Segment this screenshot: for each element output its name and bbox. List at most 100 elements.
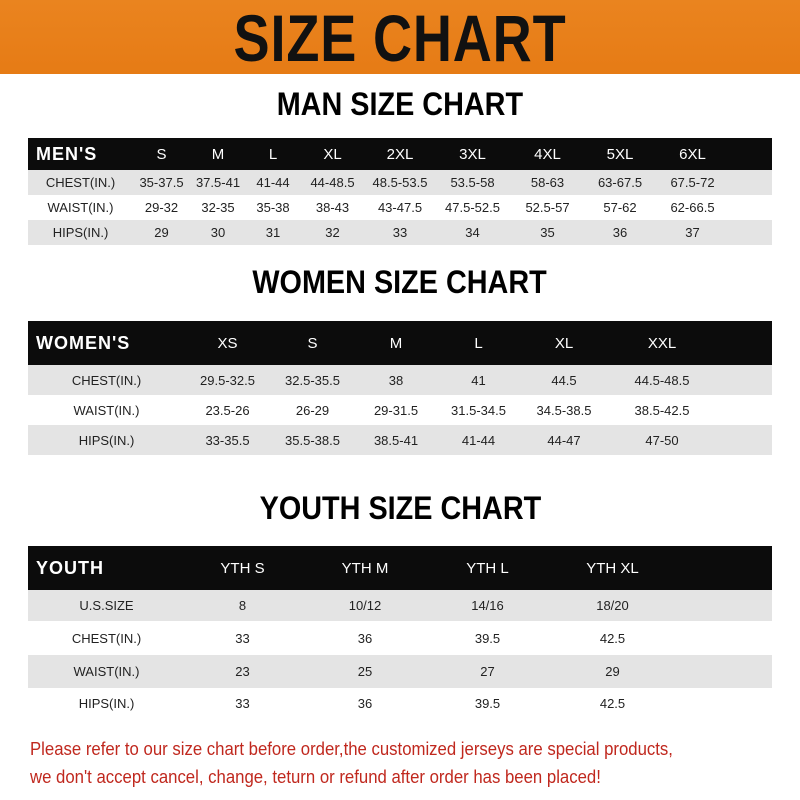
header-row: WOMEN'S XS S M L XL XXL (28, 321, 772, 365)
table-cell: 35.5-38.5 (285, 432, 340, 448)
table-cell: 36 (612, 225, 628, 240)
table-cell: 29.5-32.5 (200, 372, 255, 388)
table-cell: 38 (388, 372, 404, 388)
table-cell: 35-37.5 (139, 175, 184, 190)
table-cell: 44-47 (547, 432, 581, 448)
table-cell: 38.5-42.5 (634, 402, 690, 418)
row-label: WAIST(IN.) (47, 200, 114, 215)
table-cell: 2XL (386, 145, 414, 163)
table-row: CHEST(IN.) 35-37.5 37.5-41 41-44 44-48.5 48.5… (28, 170, 772, 195)
table-cell: 4XL (534, 145, 561, 163)
row-label: HIPS(IN.) (78, 696, 135, 711)
table-row: WAIST(IN.) 23.5-26 26-29 29-31.5 31.5-34.5 34… (28, 395, 772, 425)
table-cell: 31.5-34.5 (451, 402, 506, 418)
table-cell: 23.5-26 (205, 402, 250, 418)
table-row: CHEST(IN.) 33 36 39.5 42.5 (28, 621, 772, 655)
table-cell: XL (554, 334, 574, 352)
youth-size-table: YOUTH YTH S YTH M YTH L YTH XL U.S.SIZE 8 10/12… (28, 546, 772, 719)
table-cell: 29-31.5 (373, 402, 419, 418)
table-cell: 33 (235, 696, 250, 711)
table-cell: 3XL (459, 145, 486, 163)
row-label: WAIST(IN.) (73, 664, 140, 679)
table-cell: 41-44 (256, 175, 290, 190)
table-cell: 32.5-35.5 (285, 372, 340, 388)
table-cell: YTH M (341, 559, 389, 577)
table-cell: M (211, 145, 225, 163)
row-label: WOMEN'S (36, 332, 131, 353)
table-cell: YTH XL (586, 559, 639, 577)
table-cell: 39.5 (474, 630, 501, 646)
table-cell: 32-35 (201, 200, 235, 215)
table-cell: M (389, 334, 403, 352)
table-cell: 52.5-57 (525, 200, 570, 215)
women-heading-wrap: WOMEN SIZE CHART (0, 264, 800, 301)
table-cell: 27 (480, 664, 495, 679)
header-row: MEN'S S M L XL 2XL 3XL 4XL 5XL 6XL (28, 138, 772, 170)
table-cell: 30 (210, 225, 226, 240)
table-row: WAIST(IN.) 29-32 32-35 35-38 38-43 43-47.5 47.… (28, 195, 772, 220)
table-cell: 14/16 (471, 598, 504, 613)
table-cell: S (156, 145, 167, 163)
row-label: HIPS(IN.) (52, 225, 109, 240)
table-row: U.S.SIZE 8 10/12 14/16 18/20 (28, 590, 772, 621)
table-cell: 6XL (679, 145, 706, 163)
table-cell: 67.5-72 (670, 175, 715, 190)
table-cell: 8 (238, 598, 247, 613)
table-cell: 47.5-52.5 (445, 200, 500, 215)
table-cell: 10/12 (348, 598, 382, 613)
table-cell: 42.5 (599, 696, 626, 711)
table-cell: 18/20 (596, 598, 629, 613)
title-banner: SIZE CHART (0, 0, 800, 75)
page-title: SIZE CHART (233, 1, 567, 75)
table-cell: 47-50 (645, 432, 679, 448)
table-cell: 58-63 (530, 175, 565, 190)
men-heading: MAN SIZE CHART (276, 86, 524, 122)
table-cell: 44-48.5 (310, 175, 355, 190)
table-cell: 41 (471, 372, 486, 388)
table-cell: 37 (685, 225, 700, 240)
table-cell: 32 (325, 225, 340, 240)
header-row: YOUTH YTH S YTH M YTH L YTH XL (28, 546, 772, 590)
table-cell: 34 (465, 225, 480, 240)
table-cell: 53.5-58 (450, 175, 495, 190)
table-cell: L (268, 145, 278, 163)
table-cell: 57-62 (603, 200, 637, 215)
youth-heading: YOUTH SIZE CHART (259, 490, 541, 526)
row-label: HIPS(IN.) (78, 432, 135, 448)
table-row: HIPS(IN.) 33 36 39.5 42.5 (28, 688, 772, 719)
table-cell: 43-47.5 (377, 200, 423, 215)
table-cell: 34.5-38.5 (536, 402, 592, 418)
table-cell: S (307, 334, 318, 352)
table-cell: 29 (605, 664, 620, 679)
table-cell: L (474, 334, 483, 352)
table-cell: 35 (540, 225, 555, 240)
table-cell: 25 (357, 664, 373, 679)
table-cell: YTH S (220, 559, 265, 577)
row-label: MEN'S (36, 143, 98, 164)
row-label: CHEST(IN.) (71, 372, 142, 388)
table-cell: 39.5 (474, 696, 501, 711)
women-size-table: WOMEN'S XS S M L XL XXL CHEST(IN.) 29.5-32.5 32.5… (28, 321, 772, 455)
row-label: U.S.SIZE (79, 598, 134, 613)
table-cell: 23 (235, 664, 250, 679)
table-cell: 36 (357, 696, 373, 711)
table-cell: 35-38 (256, 200, 290, 215)
row-label: CHEST(IN.) (45, 175, 116, 190)
table-cell: 29-32 (144, 200, 179, 215)
table-cell: 42.5 (599, 630, 626, 646)
table-cell: XXL (647, 334, 677, 352)
table-cell: 33 (235, 630, 250, 646)
table-cell: 33-35.5 (205, 432, 250, 448)
table-cell: 62-66.5 (670, 200, 715, 215)
table-cell: 44.5-48.5 (634, 372, 690, 388)
table-cell: XS (217, 334, 238, 352)
row-label: YOUTH (36, 557, 104, 578)
order-notice: Please refer to our size chart before or… (30, 735, 737, 791)
table-cell: YTH L (466, 559, 509, 577)
row-label: CHEST(IN.) (71, 630, 142, 646)
table-cell: 31 (265, 225, 281, 240)
table-cell: 29 (154, 225, 169, 240)
table-row: CHEST(IN.) 29.5-32.5 32.5-35.5 38 41 44.5 44.5… (28, 365, 772, 395)
table-cell: 38-43 (315, 200, 350, 215)
table-cell: 38.5-41 (373, 432, 419, 448)
